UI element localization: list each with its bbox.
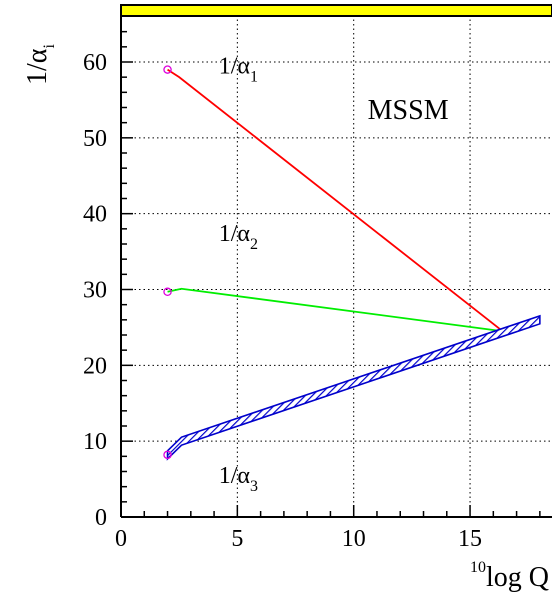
plot-frame (120, 4, 552, 518)
marker-group (163, 65, 172, 460)
x-tick-label: 15 (458, 526, 482, 552)
series-line-2 (167, 287, 503, 333)
annotation-1: 1/α1 (219, 53, 258, 85)
top-bar (120, 4, 552, 17)
annotations: 1/α1 1/α2 1/α3 MSSM (219, 53, 449, 495)
start-marker-1 (163, 65, 172, 74)
y-tick-label: 20 (83, 353, 107, 379)
y-axis-label: 1/αi (22, 44, 58, 85)
annotation-2: 1/α2 (219, 221, 258, 253)
axis-ticks (120, 30, 541, 518)
axis-labels: 10log Q 1/αi (22, 44, 549, 593)
y-tick-label: 0 (95, 505, 107, 531)
start-marker-3 (163, 450, 172, 460)
x-tick-label: 5 (231, 526, 243, 552)
annotation-4: MSSM (368, 95, 449, 126)
series-line-1 (167, 68, 504, 332)
start-marker-2 (163, 287, 172, 297)
y-tick-label: 10 (83, 429, 107, 455)
x-tick-label: 0 (115, 526, 127, 552)
x-axis-label: 10log Q (470, 559, 549, 593)
y-tick-label: 50 (83, 126, 107, 152)
y-tick-label: 40 (83, 202, 107, 228)
tick-labels: 0 5 10 15 0 10 20 30 40 50 60 (83, 50, 482, 552)
series-band-3 (166, 314, 541, 461)
y-tick-label: 60 (83, 50, 107, 76)
annotation-3: 1/α3 (219, 463, 258, 495)
y-tick-label: 30 (83, 278, 107, 304)
x-tick-label: 10 (342, 526, 366, 552)
